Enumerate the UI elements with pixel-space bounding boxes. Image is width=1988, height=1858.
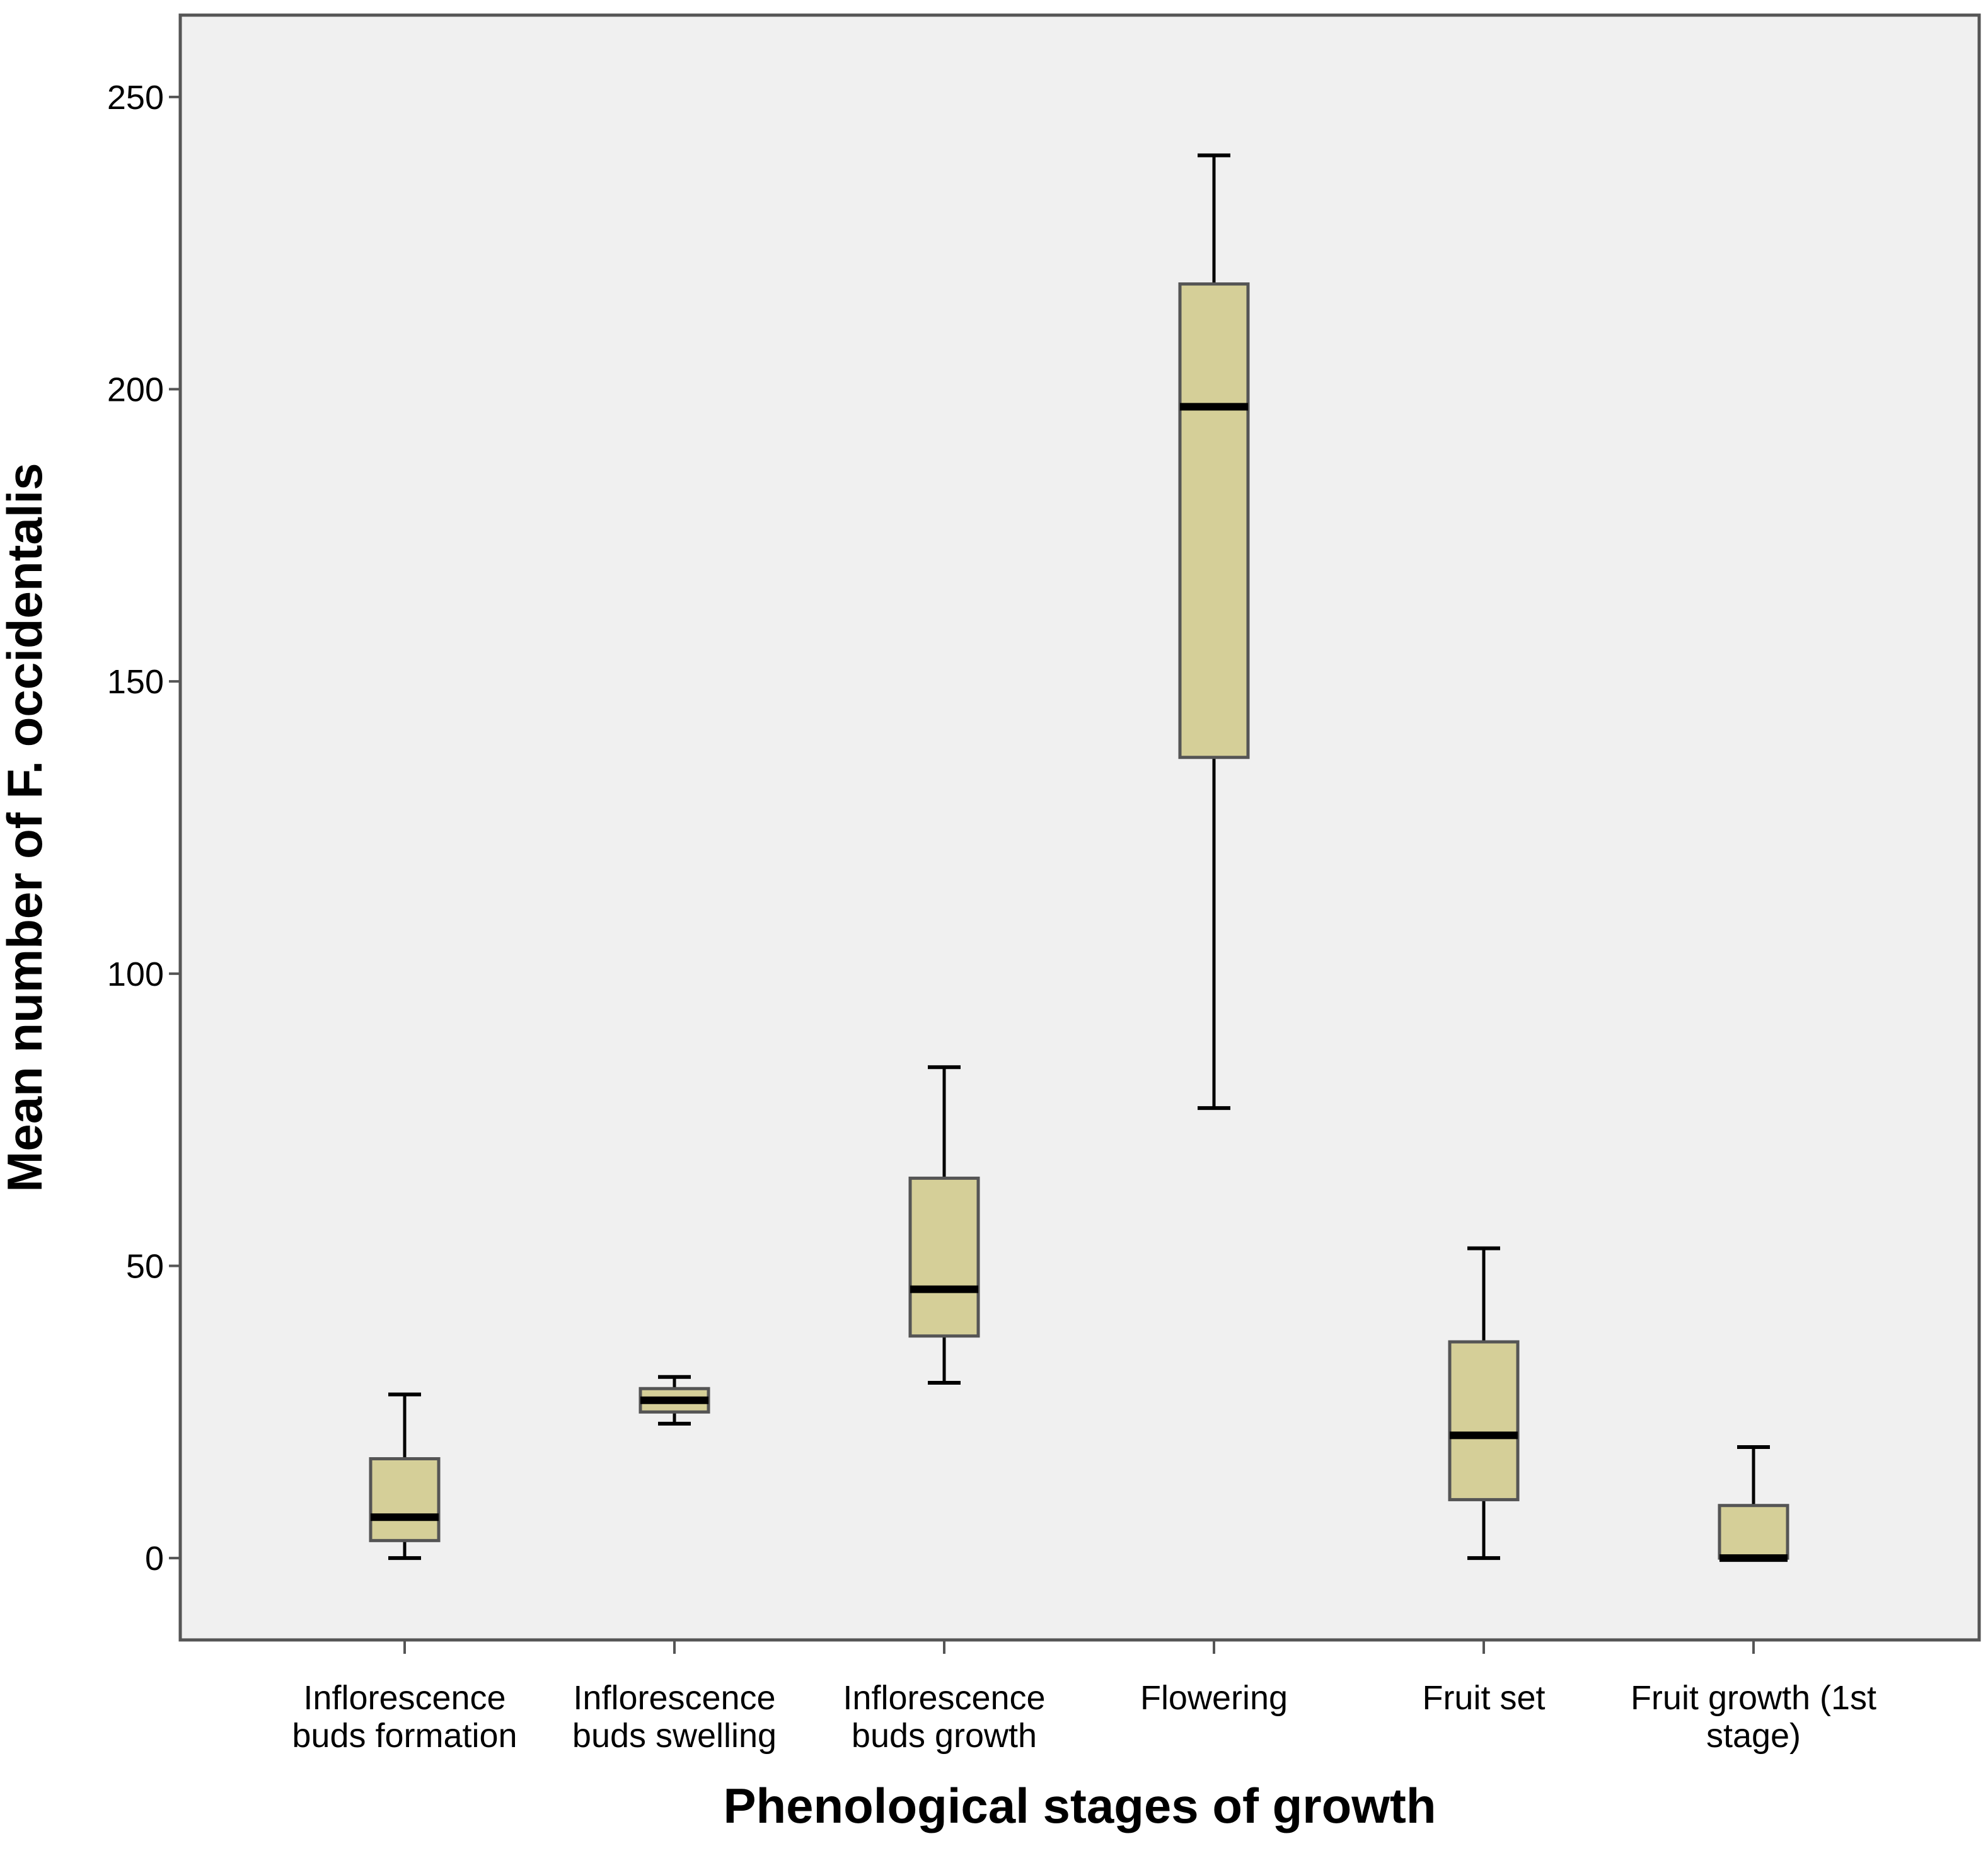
x-axis: Inflorescence buds formationInflorescence… bbox=[292, 1640, 1876, 1755]
y-tick-label-150: 150 bbox=[107, 663, 164, 701]
x-category-label-3: Flowering bbox=[1140, 1679, 1288, 1717]
x-category-label-line: buds swelling bbox=[572, 1717, 777, 1755]
x-category-label-1: Inflorescence buds swelling bbox=[572, 1679, 777, 1755]
x-category-label-line: Inflorescence bbox=[573, 1679, 775, 1717]
iqr-box bbox=[1448, 1340, 1520, 1501]
iqr-box bbox=[369, 1457, 441, 1542]
boxes-layer bbox=[369, 153, 1789, 1562]
y-tick-label-50: 50 bbox=[126, 1248, 164, 1286]
x-category-label-4: Fruit set bbox=[1422, 1679, 1545, 1717]
y-tick-label-200: 200 bbox=[107, 371, 164, 408]
iqr-box bbox=[1178, 282, 1250, 759]
x-category-label-line: Inflorescence bbox=[303, 1679, 506, 1717]
x-category-label-line: Inflorescence bbox=[843, 1679, 1045, 1717]
x-category-label-line: Fruit growth (1st bbox=[1631, 1679, 1876, 1717]
x-category-label-5: Fruit growth (1st stage) bbox=[1631, 1679, 1876, 1755]
x-category-label-line: Flowering bbox=[1140, 1679, 1288, 1717]
x-category-label-line: Fruit set bbox=[1422, 1679, 1545, 1717]
x-category-label-line: buds formation bbox=[292, 1717, 517, 1755]
plot-background bbox=[180, 15, 1979, 1640]
y-tick-label-0: 0 bbox=[145, 1540, 164, 1578]
y-axis: 0 50 100 150 200 250 bbox=[107, 79, 180, 1578]
box-group-2 bbox=[908, 1065, 980, 1385]
x-axis-title: Phenological stages of growth bbox=[723, 1778, 1436, 1833]
y-axis-title: Mean number of F. occidentalis bbox=[0, 463, 52, 1192]
box-group-5 bbox=[1718, 1445, 1789, 1562]
iqr-box bbox=[1718, 1504, 1789, 1560]
y-tick-label-250: 250 bbox=[107, 79, 164, 117]
x-category-label-2: Inflorescence buds growth bbox=[843, 1679, 1045, 1755]
box-group-1 bbox=[639, 1375, 710, 1426]
plot-frame bbox=[178, 13, 1981, 1642]
x-category-label-line: buds growth bbox=[852, 1717, 1037, 1755]
x-category-label-line: stage) bbox=[1706, 1717, 1801, 1755]
box-group-3 bbox=[1178, 153, 1250, 1111]
y-tick-label-100: 100 bbox=[107, 955, 164, 993]
box-group-4 bbox=[1448, 1246, 1520, 1561]
x-category-label-0: Inflorescence buds formation bbox=[292, 1679, 517, 1755]
iqr-box bbox=[908, 1176, 980, 1338]
box-group-0 bbox=[369, 1392, 441, 1561]
